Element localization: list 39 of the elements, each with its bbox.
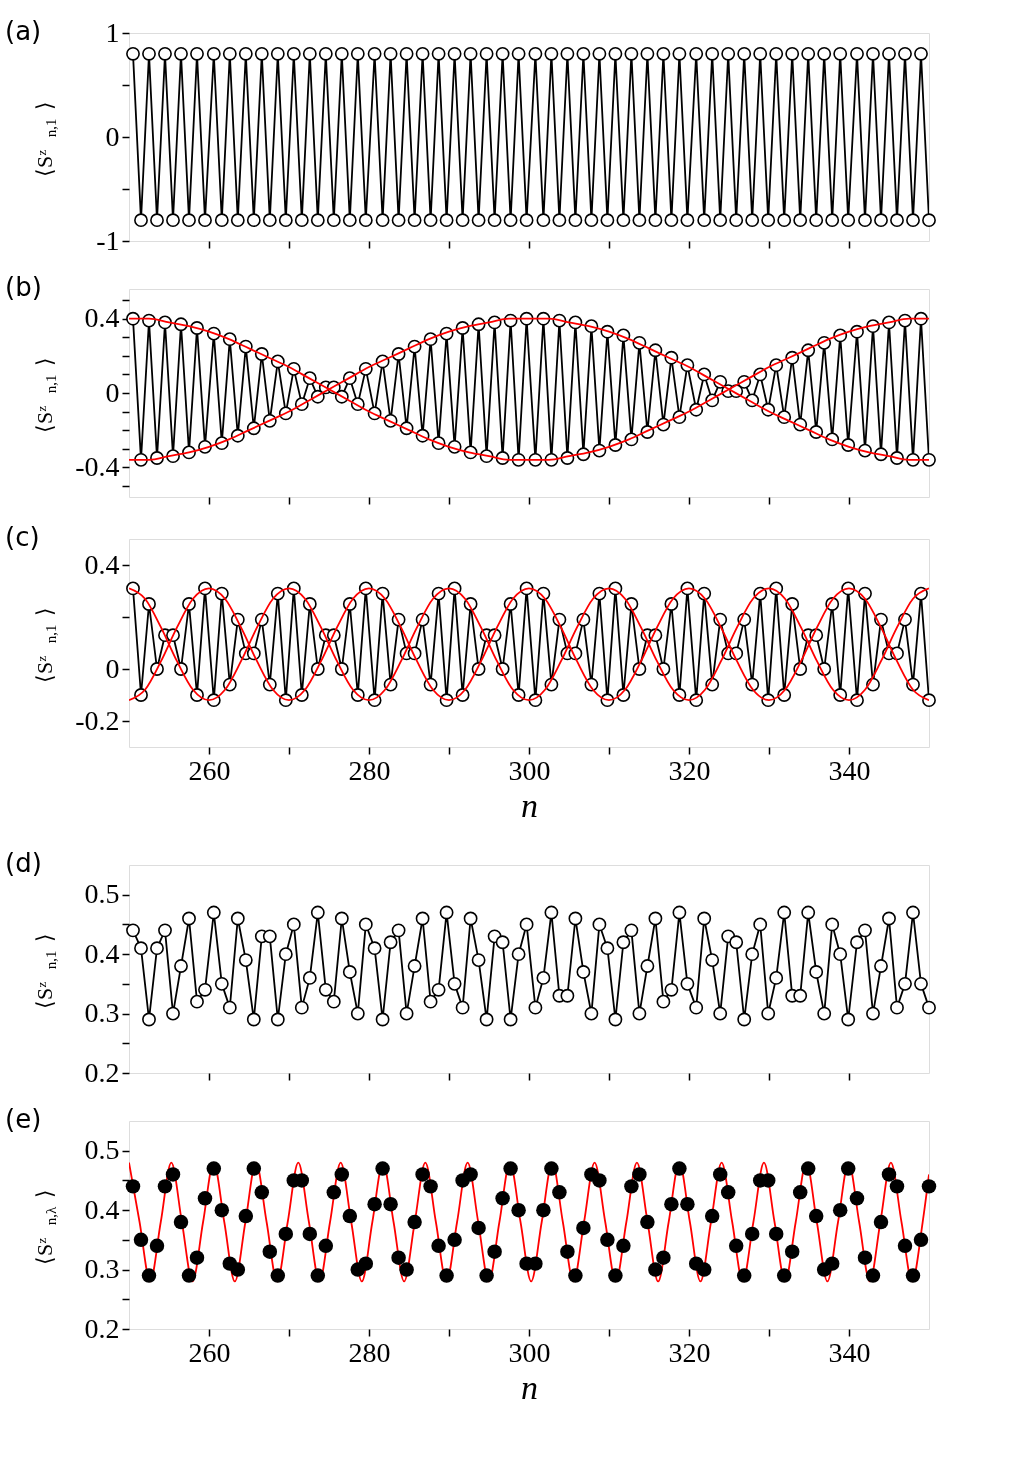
chart-title: (c) xyxy=(5,522,40,552)
y-axis-title: ⟨Sᶻn,1⟩ xyxy=(32,357,59,433)
y-tick-label: 0 xyxy=(105,120,120,152)
y-tick-label: 0.5 xyxy=(84,1134,120,1166)
chart-title: (a) xyxy=(5,16,42,46)
y-tick-label: -0.2 xyxy=(75,704,120,736)
x-tick-label: 320 xyxy=(668,754,711,786)
y-tick-label: 0.3 xyxy=(84,997,120,1029)
x-tick-label: 280 xyxy=(348,1336,391,1368)
x-axis-title: n xyxy=(521,1368,538,1406)
y-tick-label: 0.4 xyxy=(84,302,120,334)
x-tick-label: 280 xyxy=(348,754,391,786)
y-tick-label: 0 xyxy=(105,376,120,408)
y-tick-label: 0.4 xyxy=(84,548,120,580)
x-tick-label: 260 xyxy=(188,1336,231,1368)
y-tick-label: 0.2 xyxy=(84,1312,120,1344)
chart-title: (b) xyxy=(5,272,42,302)
y-tick-label: -0.4 xyxy=(75,450,120,482)
chart-title: (d) xyxy=(5,848,42,878)
y-axis-title: ⟨Sᶻn,1⟩ xyxy=(32,607,59,683)
y-tick-label: 0.5 xyxy=(84,878,120,910)
x-tick-label: 260 xyxy=(188,754,231,786)
x-tick-label: 340 xyxy=(828,754,871,786)
y-axis-title: ⟨Sᶻn,1⟩ xyxy=(32,933,59,1009)
y-tick-label: 0.3 xyxy=(84,1253,120,1285)
x-axis-title: n xyxy=(521,786,538,824)
y-tick-label: -1 xyxy=(96,224,120,256)
y-tick-label: 0.4 xyxy=(84,937,120,969)
x-tick-label: 300 xyxy=(508,754,551,786)
x-tick-label: 300 xyxy=(508,1336,551,1368)
y-axis-title: ⟨Sᶻn,λ⟩ xyxy=(32,1189,59,1265)
y-tick-label: 0.4 xyxy=(84,1193,120,1225)
y-axis-title: ⟨Sᶻn,1⟩ xyxy=(32,101,59,177)
x-tick-label: 340 xyxy=(828,1336,871,1368)
y-tick-label: 0.2 xyxy=(84,1056,120,1088)
y-tick-label: 0 xyxy=(105,652,120,684)
y-tick-label: 1 xyxy=(105,16,120,48)
chart-title: (e) xyxy=(5,1104,42,1134)
x-tick-label: 320 xyxy=(668,1336,711,1368)
